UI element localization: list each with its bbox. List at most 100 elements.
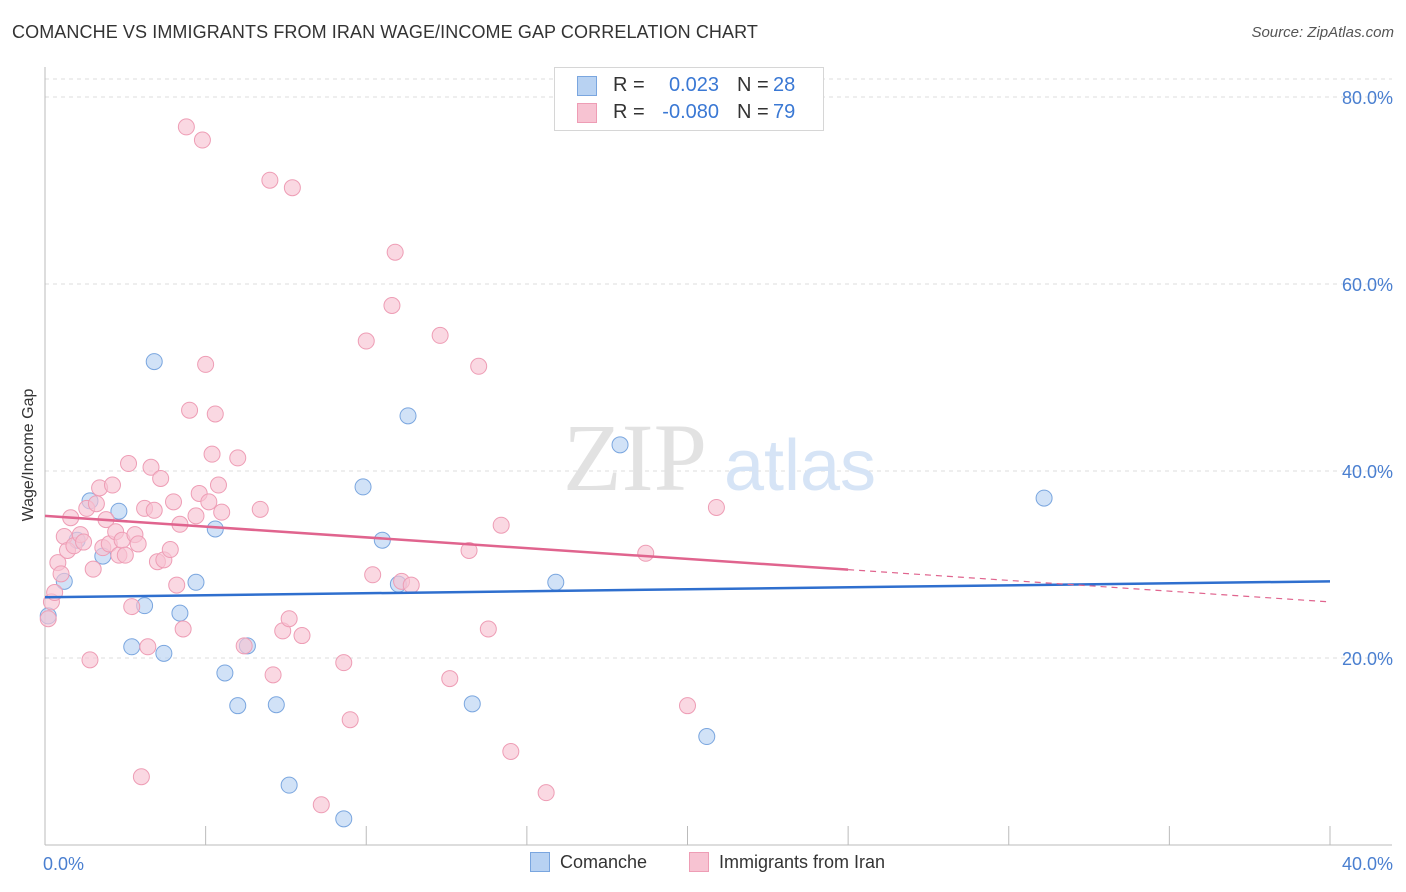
legend-n-value: 28 bbox=[773, 74, 796, 96]
iran-point bbox=[364, 566, 382, 584]
iran-point bbox=[200, 493, 218, 511]
legend-r-value: -0.080 bbox=[662, 101, 719, 123]
comanche-point bbox=[216, 664, 234, 682]
iran-point bbox=[142, 458, 160, 476]
comanche-point bbox=[229, 697, 247, 715]
bottom-legend-label-iran: Immigrants from Iran bbox=[719, 852, 886, 872]
x-tick-label: 40.0% bbox=[1342, 854, 1393, 874]
iran-point bbox=[261, 171, 279, 189]
iran-point bbox=[357, 332, 375, 350]
comanche-point bbox=[155, 644, 173, 662]
iran-point bbox=[341, 711, 359, 729]
iran-point bbox=[470, 357, 488, 375]
watermark-zip: ZIP bbox=[563, 404, 707, 511]
iran-point bbox=[187, 507, 205, 525]
bottom-legend-comanche: Comanche bbox=[530, 852, 647, 873]
iran-point bbox=[206, 405, 224, 423]
iran-point bbox=[235, 637, 253, 655]
iran-point bbox=[209, 476, 227, 494]
iran-point bbox=[431, 326, 449, 344]
iran-point bbox=[129, 535, 147, 553]
watermark: ZIP atlas bbox=[563, 404, 876, 511]
y-tick-label: 60.0% bbox=[1342, 275, 1393, 295]
iran-point bbox=[39, 610, 57, 628]
iran-point bbox=[251, 500, 269, 518]
y-tick-label: 40.0% bbox=[1342, 462, 1393, 482]
comanche-point bbox=[1035, 489, 1053, 507]
chart-title: COMANCHE VS IMMIGRANTS FROM IRAN WAGE/IN… bbox=[12, 22, 758, 42]
comanche-point bbox=[267, 696, 285, 714]
y-tick-label: 20.0% bbox=[1342, 649, 1393, 669]
iran-point bbox=[264, 666, 282, 684]
iran-point bbox=[312, 796, 330, 814]
iran-point bbox=[441, 670, 459, 688]
iran-point bbox=[707, 498, 725, 516]
comanche-point bbox=[171, 604, 189, 622]
comanche-point bbox=[354, 478, 372, 496]
iran-point bbox=[193, 131, 211, 149]
legend-row-comanche: R = 0.023 N = 28 bbox=[555, 74, 823, 100]
stats-legend: R = 0.023 N = 28 R = -0.080 N = 79 bbox=[554, 67, 824, 131]
iran-point bbox=[52, 565, 70, 583]
legend-n-label: N = bbox=[737, 74, 769, 96]
bottom-legend-swatch-comanche bbox=[530, 852, 550, 872]
comanche-point bbox=[547, 573, 565, 591]
iran-trend-line bbox=[44, 514, 849, 571]
bottom-legend-iran: Immigrants from Iran bbox=[689, 852, 885, 873]
y-tick-label: 80.0% bbox=[1342, 88, 1393, 108]
bottom-legend-label-comanche: Comanche bbox=[560, 852, 648, 872]
comanche-point bbox=[373, 531, 391, 549]
iran-point bbox=[203, 445, 221, 463]
axis-layer bbox=[44, 67, 1392, 846]
bottom-legend-swatch-iran bbox=[689, 852, 709, 872]
comanche-point bbox=[698, 728, 716, 746]
iran-point bbox=[75, 533, 93, 551]
iran-point bbox=[386, 243, 404, 261]
iran-point bbox=[103, 476, 121, 494]
iran-point bbox=[177, 118, 195, 136]
iran-point bbox=[460, 541, 478, 559]
iran-point bbox=[174, 620, 192, 638]
comanche-point bbox=[145, 353, 163, 371]
comanche-point bbox=[280, 776, 298, 794]
iran-point bbox=[81, 651, 99, 669]
iran-point bbox=[84, 560, 102, 578]
iran-point bbox=[479, 620, 497, 638]
iran-point bbox=[492, 516, 510, 534]
iran-point bbox=[139, 638, 157, 656]
iran-point bbox=[537, 784, 555, 802]
iran-point bbox=[229, 449, 247, 467]
iran-point bbox=[197, 355, 215, 373]
iran-point bbox=[181, 401, 199, 419]
iran-point bbox=[132, 768, 150, 786]
comanche-point bbox=[110, 502, 128, 520]
legend-n-label: N = bbox=[737, 101, 769, 123]
comanche-point bbox=[206, 520, 224, 538]
comanche-point bbox=[335, 810, 353, 828]
comanche-point bbox=[463, 695, 481, 713]
legend-swatch-comanche bbox=[577, 76, 597, 96]
points-layer bbox=[39, 118, 1053, 828]
iran-point bbox=[335, 654, 353, 672]
iran-point bbox=[87, 495, 105, 513]
iran-point bbox=[502, 743, 520, 760]
iran-point bbox=[283, 179, 301, 197]
comanche-point bbox=[611, 436, 629, 454]
legend-r-value: 0.023 bbox=[668, 74, 719, 96]
comanche-trend-line bbox=[44, 580, 1331, 599]
source-credit: Source: ZipAtlas.com bbox=[1251, 24, 1394, 41]
legend-r-label: R = bbox=[613, 74, 645, 96]
iran-point bbox=[213, 503, 231, 521]
legend-r-label: R = bbox=[613, 101, 645, 123]
legend-swatch-iran bbox=[577, 103, 597, 123]
iran-point bbox=[637, 544, 655, 562]
watermark-atlas: atlas bbox=[724, 426, 876, 506]
x-tick-label: 0.0% bbox=[43, 854, 84, 874]
iran-point bbox=[165, 493, 182, 511]
iran-point bbox=[145, 501, 163, 519]
tick-labels: 80.0% 60.0% 40.0% 20.0% 0.0% 40.0% bbox=[43, 88, 1393, 874]
iran-point bbox=[120, 455, 138, 473]
trend-layer bbox=[44, 514, 1331, 603]
iran-point bbox=[161, 541, 179, 559]
